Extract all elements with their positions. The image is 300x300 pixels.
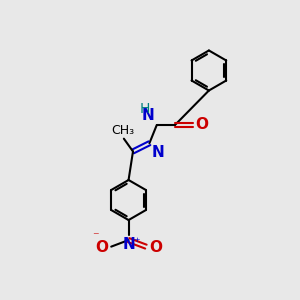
Text: O: O	[149, 240, 162, 255]
Text: ⁺: ⁺	[133, 236, 140, 249]
Text: O: O	[196, 117, 208, 132]
Text: CH₃: CH₃	[111, 124, 134, 137]
Text: ⁻: ⁻	[92, 230, 99, 243]
Text: N: N	[142, 109, 154, 124]
Text: N: N	[152, 145, 164, 160]
Text: N: N	[122, 236, 135, 251]
Text: H: H	[139, 102, 150, 116]
Text: O: O	[95, 240, 108, 255]
